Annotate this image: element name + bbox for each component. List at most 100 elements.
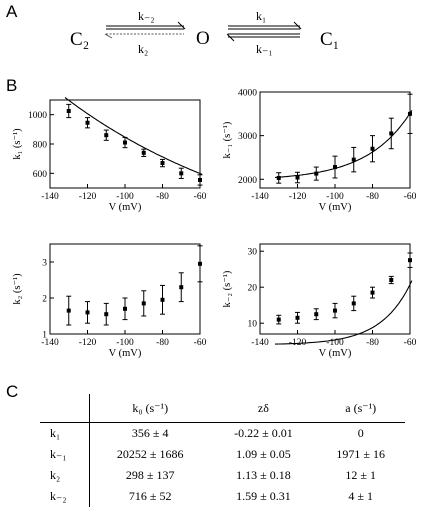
chart-k1: -140 -120 -100 -80 -60 600 800 1000 V (mV) k₁ (s⁻… [12, 97, 207, 213]
data-point [66, 109, 71, 113]
x-tick-label: -140 [41, 338, 59, 348]
y-tick-label: 4000 [238, 89, 257, 99]
x-tick-label: -140 [251, 338, 269, 348]
table-cell: 298 ± 137 [125, 468, 175, 482]
data-point [179, 285, 184, 290]
y-axis-label: k₋₂ (s⁻¹) [222, 270, 233, 307]
data-point [179, 171, 184, 176]
data-point [123, 306, 127, 311]
chart-km1: -140 -120 -100 -80 -60 2000 3000 4000 V (mV) k₋₁ … [222, 89, 417, 214]
y-tick-label: 1000 [28, 111, 47, 121]
x-tick-label: -100 [116, 338, 134, 348]
data-point [389, 278, 394, 282]
plot-frame [49, 243, 201, 335]
table-cell: 716 ± 52 [128, 489, 172, 503]
data-point [85, 120, 90, 125]
x-tick-label: -140 [251, 192, 269, 202]
data-point [333, 165, 337, 170]
data-point [198, 177, 202, 182]
x-tick-label: -100 [326, 338, 344, 348]
y-tick-label: 20 [248, 284, 258, 294]
table-cell: 12 ± 1 [345, 468, 377, 482]
data-point [276, 175, 281, 180]
data-point [276, 317, 281, 322]
data-point [314, 312, 319, 317]
data-point [295, 315, 300, 320]
state-c2: C₂ [70, 29, 89, 50]
table-row-label: k₋₁ [40, 444, 90, 465]
data-point [314, 171, 319, 176]
table-row-label: k₁ [40, 422, 90, 444]
x-tick-label: -80 [366, 338, 379, 348]
data-point [370, 290, 375, 295]
table-cell: 356 ± 4 [131, 426, 169, 440]
x-axis-label: V (mV) [319, 202, 352, 213]
fit-curve [275, 280, 413, 345]
table-cell: 0 [357, 426, 364, 440]
y-axis-label: k₁ (s⁻¹) [12, 128, 23, 160]
y-tick-label: 2 [42, 295, 47, 305]
state-o: O [196, 28, 210, 49]
data-point [351, 301, 356, 306]
table-header-k0: k₀ (s⁻¹) [89, 394, 211, 423]
fit-curve [64, 97, 203, 175]
rate-label-k1: k₁ [256, 9, 266, 23]
data-point [408, 111, 412, 116]
data-point [85, 310, 90, 315]
data-point [66, 308, 71, 313]
data-point [295, 175, 300, 180]
data-point [104, 312, 109, 317]
data-point [351, 157, 356, 162]
x-tick-label: -120 [289, 192, 307, 202]
table-cell: 20252 ± 1686 [116, 447, 184, 461]
table-header-a: a (s⁻¹) [316, 394, 405, 423]
x-tick-label: -80 [156, 338, 169, 348]
panel-letter-c: C [6, 382, 19, 401]
plot-frame [259, 243, 411, 335]
y-tick-label: 30 [248, 248, 258, 258]
x-tick-label: -140 [41, 192, 59, 202]
data-point [141, 301, 146, 306]
table-cell: 1.09 ± 0.05 [236, 447, 291, 461]
arrow-o-to-c2 [104, 33, 184, 39]
y-tick-label: 800 [33, 141, 48, 151]
x-tick-label: -60 [194, 338, 207, 348]
x-tick-label: -120 [79, 192, 97, 202]
table-row: k₋₁ 20252 ± 1686 1.09 ± 0.05 1971 ± 16 [40, 444, 405, 465]
table-cell: 1.59 ± 0.31 [236, 489, 291, 503]
table-header-row: k₀ (s⁻¹) zδ a (s⁻¹) [40, 394, 405, 423]
table-row-label: k₂ [40, 465, 90, 486]
data-point [333, 308, 337, 313]
x-tick-label: -80 [156, 192, 169, 202]
table-cell: 4 ± 1 [348, 489, 374, 503]
kinetic-scheme: C₂ O C₁ k₋₂ k₂ k₁ k₋₁ [70, 9, 339, 56]
data-point [123, 140, 127, 145]
x-tick-label: -60 [194, 192, 207, 202]
table-row-label: k₋₂ [40, 486, 90, 507]
x-tick-label: -100 [116, 192, 134, 202]
table-row: k₂ 298 ± 137 1.13 ± 0.18 12 ± 1 [40, 465, 405, 486]
data-point [104, 133, 109, 138]
table-row: k₋₂ 716 ± 52 1.59 ± 0.31 4 ± 1 [40, 486, 405, 507]
data-point [198, 261, 202, 266]
panel-letter-a: A [6, 2, 18, 21]
x-axis-label: V (mV) [109, 348, 142, 359]
rate-label-km1: k₋₁ [256, 42, 273, 56]
data-point [370, 146, 375, 151]
table-cell: 1.13 ± 0.18 [236, 468, 291, 482]
table-cell: -0.22 ± 0.01 [234, 426, 293, 440]
panel-letter-b: B [6, 76, 18, 95]
y-tick-label: 1 [42, 331, 47, 341]
arrow-c1-to-o [226, 33, 300, 42]
x-axis-label: V (mV) [319, 348, 352, 359]
table-header-zdelta: zδ [210, 394, 317, 423]
arrow-o-to-c1 [228, 21, 302, 30]
x-tick-label: -100 [326, 192, 344, 202]
y-tick-label: 10 [248, 320, 258, 330]
table-row: k₁ 356 ± 4 -0.22 ± 0.01 0 [40, 422, 405, 444]
x-tick-label: -80 [366, 192, 379, 202]
data-point [389, 131, 394, 136]
data-point [141, 150, 146, 155]
table-cell: 1971 ± 16 [336, 447, 386, 461]
